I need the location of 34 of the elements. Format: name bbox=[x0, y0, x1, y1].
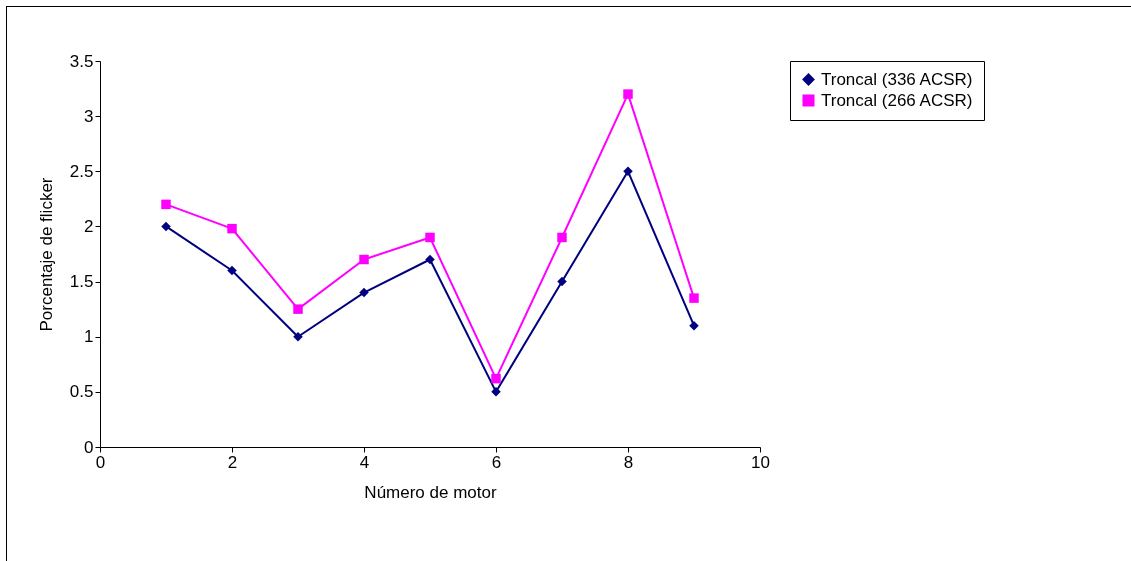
point bbox=[227, 265, 237, 276]
x-axis-title: Número de motor bbox=[364, 482, 497, 502]
x-tick-label: 4 bbox=[359, 452, 370, 472]
point bbox=[161, 221, 171, 232]
point bbox=[359, 287, 369, 298]
y-tick-label: 0.5 bbox=[69, 382, 94, 402]
y-tick-label: 0 bbox=[84, 437, 94, 457]
point bbox=[293, 331, 303, 342]
y-tick-label: 1.5 bbox=[69, 272, 94, 292]
x-tick-label: 6 bbox=[491, 452, 502, 472]
y-tick-label: 3.5 bbox=[69, 51, 94, 71]
x-tick-label: 10 bbox=[751, 452, 770, 472]
legend-label: Troncal (336 ACSR) bbox=[821, 69, 973, 89]
point bbox=[557, 276, 567, 287]
y-tick-label: 3 bbox=[84, 106, 94, 126]
legend-label: Troncal (266 ACSR) bbox=[821, 90, 973, 110]
y-tick-label: 2.5 bbox=[69, 161, 94, 181]
point bbox=[425, 232, 435, 243]
point bbox=[161, 199, 171, 210]
point bbox=[623, 166, 633, 177]
point bbox=[557, 232, 567, 243]
point bbox=[689, 320, 699, 331]
point bbox=[623, 89, 633, 99]
y-tick-label: 2 bbox=[84, 216, 94, 236]
point bbox=[689, 293, 699, 303]
x-tick-label: 2 bbox=[227, 452, 238, 472]
point bbox=[491, 373, 501, 384]
y-tick-label: 1 bbox=[84, 327, 94, 347]
point bbox=[227, 223, 237, 234]
point bbox=[425, 254, 435, 265]
x-tick-label: 8 bbox=[623, 452, 634, 472]
point bbox=[293, 304, 303, 314]
y-axis-title: Porcentaje de flicker bbox=[36, 177, 56, 332]
point bbox=[359, 254, 369, 265]
